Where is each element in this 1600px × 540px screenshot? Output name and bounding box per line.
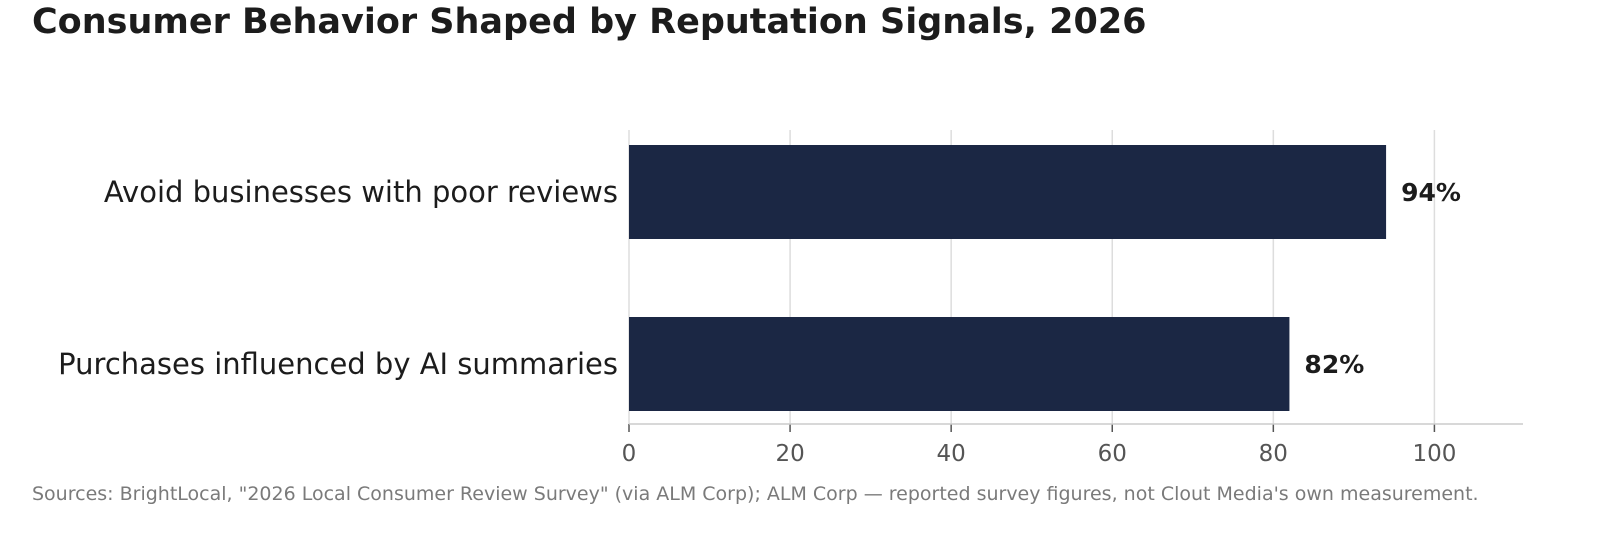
value-label-1: 94%: [1401, 178, 1461, 207]
x-tick-label: 20: [775, 441, 804, 467]
category-labels: 94% Avoid businesses with poor reviews 82%…: [58, 175, 1461, 381]
category-label-2: Purchases influenced by AI summaries: [58, 347, 618, 381]
bar-chart: 0 20 40 60 80 100 94% Avoid businesses with po…: [58, 130, 1523, 467]
source-note: Sources: BrightLocal, "2026 Local Consum…: [32, 483, 1479, 505]
chart-title: Consumer Behavior Shaped by Reputation S…: [32, 2, 1147, 42]
bar-2: [629, 317, 1290, 411]
x-tick-label: 60: [1098, 441, 1127, 467]
x-tick-label: 100: [1412, 441, 1456, 467]
x-tick-label: 80: [1259, 441, 1288, 467]
bars: [629, 145, 1387, 411]
value-label-2: 82%: [1304, 350, 1364, 379]
category-label-1: Avoid businesses with poor reviews: [104, 175, 618, 209]
bar-1: [629, 145, 1387, 239]
x-tick-label: 40: [937, 441, 966, 467]
x-tick-label: 0: [622, 441, 637, 467]
x-axis: 0 20 40 60 80 100: [622, 423, 1523, 467]
